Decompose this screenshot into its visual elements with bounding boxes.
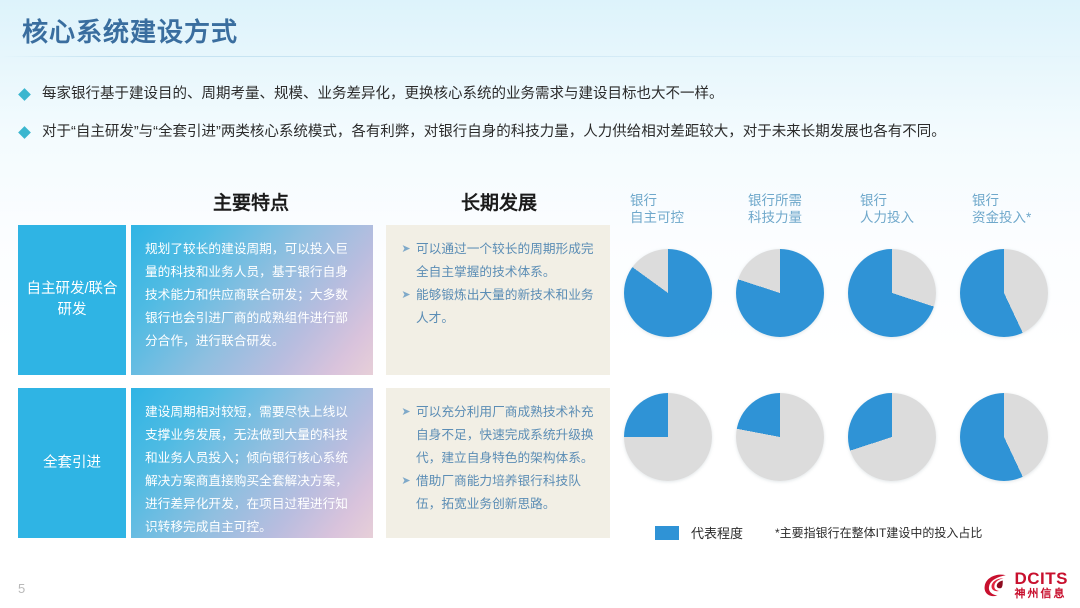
longterm-text: 借助厂商能力培养银行科技队伍，拓宽业务创新思路。	[416, 474, 581, 511]
pie-column-heading-1: 银行所需 科技力量	[748, 193, 802, 225]
page-number: 5	[18, 581, 26, 596]
list-item: ➤ 借助厂商能力培养银行科技队伍，拓宽业务创新思路。	[396, 470, 600, 516]
diamond-bullet-icon	[18, 88, 31, 101]
logo-text-en: DCITS	[1014, 569, 1068, 588]
legend-footnote: *主要指银行在整体IT建设中的投入占比	[775, 526, 983, 540]
legend-swatch-icon	[655, 525, 679, 540]
arrow-bullet-icon: ➤	[401, 289, 411, 301]
bullet-list: 每家银行基于建设目的、周期考量、规模、业务差异化，更换核心系统的业务需求与建设目…	[18, 84, 1063, 160]
pie-column-heading-3: 银行 资金投入*	[972, 193, 1032, 225]
list-item: ➤ 可以充分利用厂商成熟技术补充自身不足，快速完成系统升级换代，建立自身特色的架…	[396, 401, 600, 470]
pie-chart-row1-col3	[960, 393, 1048, 481]
bullet-text: 对于“自主研发”与“全套引进”两类核心系统模式，各有利弊，对银行自身的科技力量，…	[42, 124, 946, 140]
arrow-bullet-icon: ➤	[401, 243, 411, 255]
logo-wordmark: DCITS 神州信息	[1015, 570, 1069, 600]
legend-label: 代表程度	[691, 526, 744, 541]
page-title: 核心系统建设方式	[22, 17, 239, 47]
longterm-text: 可以充分利用厂商成熟技术补充自身不足，快速完成系统升级换代，建立自身特色的架构体…	[416, 405, 594, 465]
pie-column-heading-0: 银行 自主可控	[630, 193, 684, 225]
mode-label-row-0: 自主研发/联合研发	[18, 225, 126, 375]
longterm-cell-row-0: ➤ 可以通过一个较长的周期形成完全自主掌握的技术体系。 ➤ 能够锻炼出大量的新技…	[386, 225, 610, 375]
pie-chart-row0-col0	[624, 249, 712, 337]
pie-chart-row0-col1	[736, 249, 824, 337]
column-heading-features: 主要特点	[212, 193, 289, 214]
title-divider	[0, 56, 1080, 57]
longterm-text: 能够锻炼出大量的新技术和业务人才。	[416, 288, 594, 325]
pie-chart-row1-col1	[736, 393, 824, 481]
diamond-bullet-icon	[18, 126, 31, 139]
bullet-text: 每家银行基于建设目的、周期考量、规模、业务差异化，更换核心系统的业务需求与建设目…	[42, 86, 724, 102]
logo-text-cn: 神州信息	[1014, 588, 1067, 600]
list-item: 对于“自主研发”与“全套引进”两类核心系统模式，各有利弊，对银行自身的科技力量，…	[18, 122, 1063, 142]
list-item: 每家银行基于建设目的、周期考量、规模、业务差异化，更换核心系统的业务需求与建设目…	[18, 84, 1063, 104]
arrow-bullet-icon: ➤	[401, 406, 411, 418]
column-heading-longterm: 长期发展	[460, 193, 537, 214]
pie-chart-row0-col2	[848, 249, 936, 337]
pie-chart-row1-col2	[848, 393, 936, 481]
longterm-cell-row-1: ➤ 可以充分利用厂商成熟技术补充自身不足，快速完成系统升级换代，建立自身特色的架…	[386, 388, 610, 538]
list-item: ➤ 可以通过一个较长的周期形成完全自主掌握的技术体系。	[396, 238, 600, 284]
pie-chart-row0-col3	[960, 249, 1048, 337]
features-cell-row-0: 规划了较长的建设周期，可以投入巨量的科技和业务人员，基于银行自身技术能力和供应商…	[131, 225, 373, 375]
dcits-swirl-icon	[984, 574, 1006, 597]
list-item: ➤ 能够锻炼出大量的新技术和业务人才。	[396, 284, 600, 330]
pie-chart-row1-col0	[624, 393, 712, 481]
company-logo: DCITS 神州信息	[981, 570, 1069, 600]
mode-label-row-1: 全套引进	[18, 388, 126, 538]
pie-column-heading-2: 银行 人力投入	[860, 193, 914, 225]
arrow-bullet-icon: ➤	[401, 475, 411, 487]
features-cell-row-1: 建设周期相对较短，需要尽快上线以支撑业务发展，无法做到大量的科技和业务人员投入；…	[131, 388, 373, 538]
longterm-text: 可以通过一个较长的周期形成完全自主掌握的技术体系。	[416, 242, 594, 279]
chart-legend: 代表程度 *主要指银行在整体IT建设中的投入占比	[655, 523, 982, 542]
